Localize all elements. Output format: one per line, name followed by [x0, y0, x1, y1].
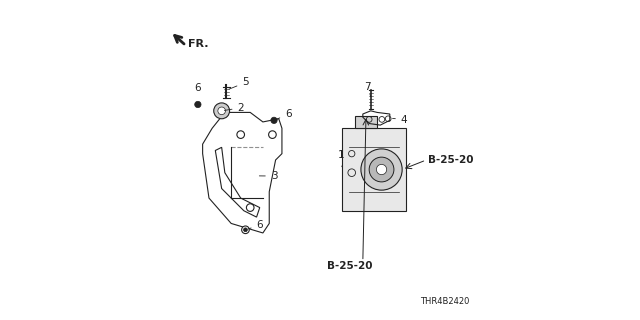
- Text: 6: 6: [195, 84, 201, 93]
- Text: 6: 6: [276, 109, 292, 119]
- Text: 1: 1: [337, 150, 344, 167]
- Text: B-25-20: B-25-20: [328, 261, 373, 271]
- Text: 3: 3: [259, 171, 278, 181]
- Bar: [342, 128, 406, 211]
- Text: FR.: FR.: [188, 39, 208, 49]
- Circle shape: [214, 103, 230, 119]
- Text: 2: 2: [225, 103, 244, 113]
- Circle shape: [218, 107, 225, 115]
- Circle shape: [244, 228, 247, 232]
- Circle shape: [271, 117, 277, 124]
- Circle shape: [376, 164, 387, 175]
- Text: 5: 5: [229, 77, 249, 89]
- Text: 7: 7: [364, 82, 371, 97]
- Text: B-25-20: B-25-20: [429, 155, 474, 165]
- Circle shape: [195, 101, 201, 108]
- Circle shape: [361, 149, 402, 190]
- Circle shape: [242, 226, 249, 234]
- Text: 6: 6: [248, 220, 263, 230]
- Bar: [355, 116, 377, 128]
- Text: 4: 4: [392, 115, 408, 124]
- Text: THR4B2420: THR4B2420: [420, 297, 469, 306]
- Circle shape: [369, 157, 394, 182]
